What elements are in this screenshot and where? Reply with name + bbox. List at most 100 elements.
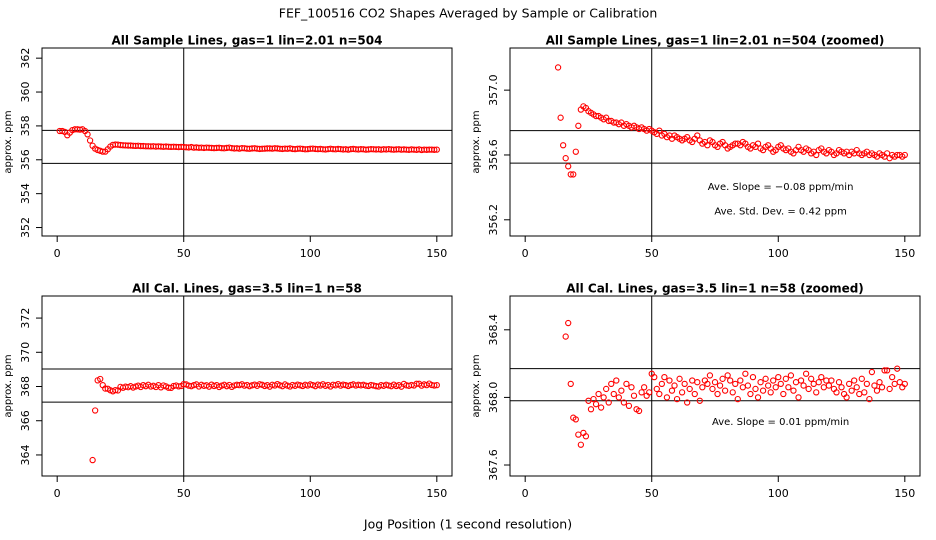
data-point — [800, 382, 807, 389]
y-tick-label: 368.0 — [487, 382, 500, 414]
data-point — [797, 377, 805, 384]
data-point — [729, 389, 736, 396]
data-point — [673, 395, 681, 403]
x-tick-label: 100 — [768, 247, 789, 260]
data-point — [661, 373, 668, 381]
data-point — [600, 394, 607, 401]
data-point — [724, 372, 731, 379]
data-point — [716, 382, 724, 389]
data-point — [901, 151, 908, 159]
plot-frame — [509, 295, 921, 477]
data-point — [678, 389, 686, 396]
data-point — [112, 386, 119, 394]
data-point — [628, 384, 635, 391]
x-tick-label: 0 — [522, 487, 529, 500]
data-point — [595, 390, 602, 398]
data-point — [866, 395, 873, 403]
plot-frame — [509, 47, 921, 237]
y-tick-label: 372 — [19, 308, 32, 329]
data-point — [848, 387, 855, 394]
plot-area — [510, 296, 920, 476]
data-point — [97, 375, 104, 383]
plot-area — [42, 296, 452, 476]
data-point — [886, 385, 893, 393]
plot-area — [510, 48, 920, 236]
data-point — [813, 151, 820, 159]
data-point — [559, 142, 567, 149]
x-tick-label: 50 — [177, 247, 191, 260]
data-point — [608, 380, 615, 388]
x-tick-label: 100 — [300, 487, 321, 500]
data-point — [727, 377, 734, 384]
y-axis-label: approx. ppm — [471, 110, 482, 173]
data-point — [802, 370, 810, 377]
data-point — [714, 390, 721, 398]
data-point — [615, 394, 622, 401]
data-point — [590, 395, 597, 403]
panel-title: All Sample Lines, gas=1 lin=2.01 n=504 — [112, 34, 383, 48]
data-point — [175, 383, 182, 390]
data-point — [562, 333, 569, 340]
data-point — [610, 390, 617, 398]
x-tick-label: 150 — [894, 247, 915, 260]
data-point — [431, 382, 438, 389]
data-point — [871, 382, 878, 389]
data-point — [845, 380, 853, 388]
data-point — [790, 387, 797, 394]
data-point — [653, 385, 660, 393]
data-point — [691, 390, 698, 398]
data-point — [570, 171, 577, 178]
data-point — [605, 399, 612, 406]
data-point — [762, 375, 769, 382]
data-point — [770, 377, 777, 384]
data-point — [704, 380, 711, 388]
data-point — [767, 389, 774, 396]
y-tick-label: 366 — [19, 410, 32, 431]
y-tick-label: 370 — [19, 342, 32, 363]
data-point — [858, 375, 865, 382]
annotation: Ave. Slope = −0.08 ppm/min — [708, 182, 854, 193]
y-axis-label: approx. ppm — [3, 110, 14, 173]
data-point — [775, 373, 782, 381]
data-point — [805, 385, 812, 393]
y-tick-label: 368 — [19, 376, 32, 397]
x-tick-label: 150 — [426, 247, 447, 260]
data-point — [787, 372, 795, 379]
data-point — [618, 387, 625, 394]
data-point — [813, 389, 820, 396]
data-point — [684, 399, 691, 406]
data-point — [744, 382, 752, 389]
y-tick-label: 356.2 — [487, 204, 500, 236]
data-point — [704, 142, 711, 149]
data-point — [861, 389, 868, 396]
data-point — [759, 387, 767, 394]
data-point — [883, 367, 891, 374]
data-point — [815, 379, 822, 386]
data-point — [623, 380, 630, 388]
data-point — [696, 397, 703, 404]
data-point — [868, 368, 876, 376]
y-tick-label: 357.0 — [487, 74, 500, 106]
data-point — [694, 379, 701, 386]
data-point — [562, 155, 569, 162]
data-point — [835, 379, 843, 386]
data-point — [572, 416, 579, 423]
data-point — [732, 380, 739, 388]
data-point — [838, 384, 845, 391]
x-tick-label: 0 — [54, 487, 61, 500]
plot-area — [42, 48, 452, 236]
data-point — [587, 406, 595, 413]
data-point — [894, 365, 901, 372]
data-point — [99, 148, 106, 155]
data-point — [782, 375, 790, 382]
data-point — [651, 373, 658, 381]
data-point — [658, 380, 666, 388]
data-point — [853, 384, 860, 391]
x-tick-label: 50 — [177, 487, 191, 500]
y-axis-label: approx. ppm — [471, 354, 482, 417]
x-tick-label: 100 — [300, 247, 321, 260]
figure-title: FEF_100516 CO2 Shapes Averaged by Sample… — [279, 6, 658, 21]
data-point — [582, 433, 590, 440]
data-point — [597, 404, 605, 411]
annotation: Ave. Slope = 0.01 ppm/min — [712, 417, 849, 428]
